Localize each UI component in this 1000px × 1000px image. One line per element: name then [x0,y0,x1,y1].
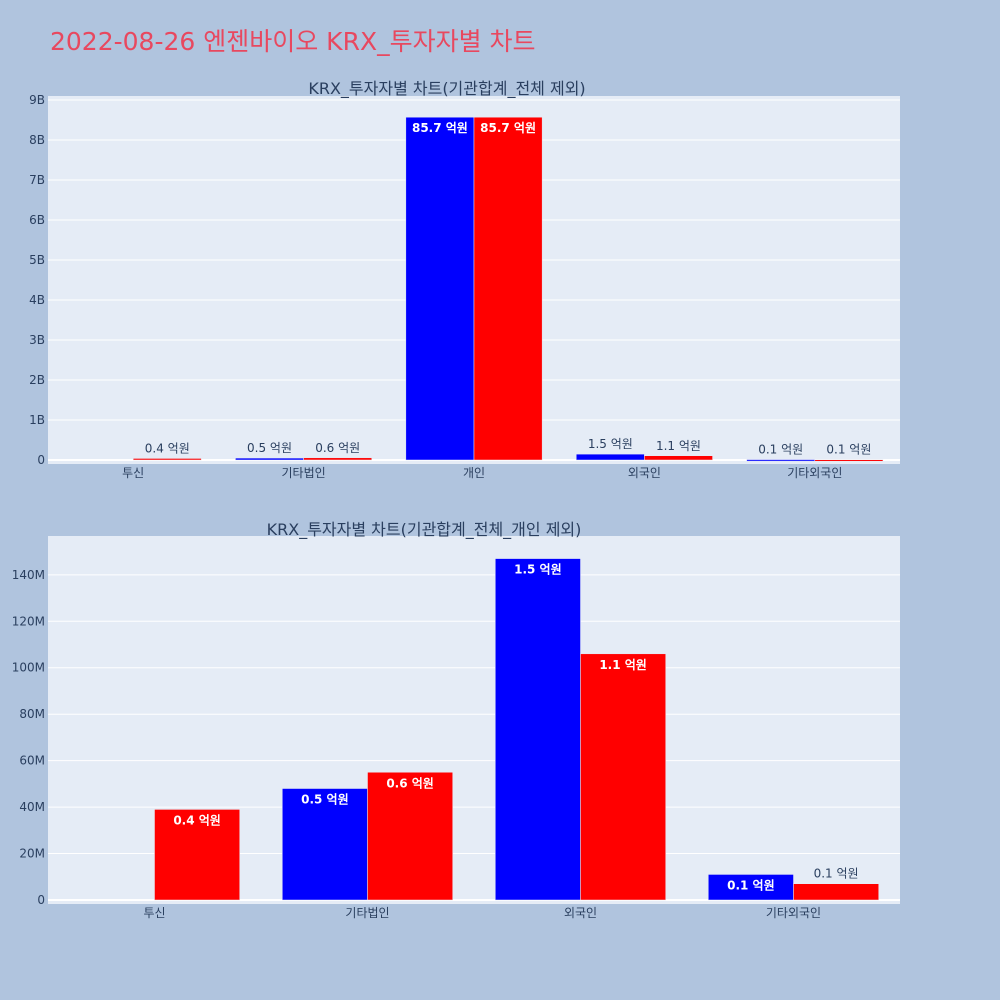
data-label: 85.7 억원 [412,121,468,135]
y-tick-label: 1B [29,413,45,427]
bar [367,772,453,901]
x-tick-label: 외국인 [628,466,661,480]
bar [580,653,666,901]
bar [575,453,645,461]
x-tick-label: 개인 [463,466,485,480]
data-label: 0.1 억원 [814,867,859,881]
y-tick-label: 9B [29,93,45,107]
data-label: 0.1 억원 [727,878,775,892]
x-tick-label: 기타외국인 [766,906,821,920]
x-tick-label: 기타법인 [282,466,326,480]
chart-title: KRX_투자자별 차트(기관합계_전체 제외) [308,79,585,99]
bar [708,874,794,901]
bar [644,455,713,461]
data-label: 1.5 억원 [514,563,562,577]
data-label: 1.1 억원 [599,658,647,672]
y-tick-label: 40M [19,800,45,814]
y-tick-label: 2B [29,373,45,387]
y-tick-label: 100M [12,661,45,675]
y-tick-label: 140M [12,568,45,582]
data-label: 0.5 억원 [301,793,349,807]
bar [235,457,304,461]
bar [154,809,240,901]
data-label: 0.6 억원 [386,776,434,790]
y-tick-label: 60M [19,754,45,768]
chart-title: KRX_투자자별 차트(기관합계_전체_개인 제외) [267,520,582,540]
x-tick-label: 투신 [143,906,165,920]
y-tick-label: 0 [37,453,45,467]
bar [746,459,816,462]
data-label: 85.7 억원 [480,121,536,135]
bar [282,788,368,901]
x-tick-label: 기타외국인 [787,466,842,480]
y-tick-label: 7B [29,173,45,187]
y-tick-label: 6B [29,213,45,227]
data-label: 0.5 억원 [247,441,292,455]
x-tick-label: 투신 [122,466,144,480]
data-label: 0.1 억원 [758,443,803,457]
x-tick-label: 기타법인 [345,906,389,920]
y-tick-label: 120M [12,614,45,628]
chart-2: 0 20M 40M 60M 80M 100M 120M 140M KRX_투자자별 차트(기관합… [12,520,900,920]
bar [303,457,373,461]
y-tick-label: 5B [29,253,45,267]
x-tick-label: 외국인 [564,906,597,920]
bar [132,458,202,461]
y-tick-label: 4B [29,293,45,307]
chart-1: 0 1B 2B 3B 4B 5B 6B 7B 8B 9B KRX_투자자별 차트(기관합계_전체 제… [29,79,900,480]
page-title: 2022-08-26 엔젠바이오 KRX_투자자별 차트 [50,27,536,56]
bar [473,116,543,461]
y-tick-label: 80M [19,707,45,721]
data-label: 1.5 억원 [588,437,633,451]
data-label: 0.4 억원 [173,813,221,827]
y-tick-label: 0 [37,893,45,907]
y-tick-label: 20M [19,847,45,861]
data-label: 0.6 억원 [315,441,360,455]
bar [814,459,884,462]
y-tick-label: 3B [29,333,45,347]
data-label: 1.1 억원 [656,439,701,453]
data-label: 0.4 억원 [145,441,190,455]
data-label: 0.1 억원 [826,443,871,457]
bar [793,883,879,901]
bar [405,116,475,461]
y-tick-label: 8B [29,133,45,147]
bar [495,558,581,901]
